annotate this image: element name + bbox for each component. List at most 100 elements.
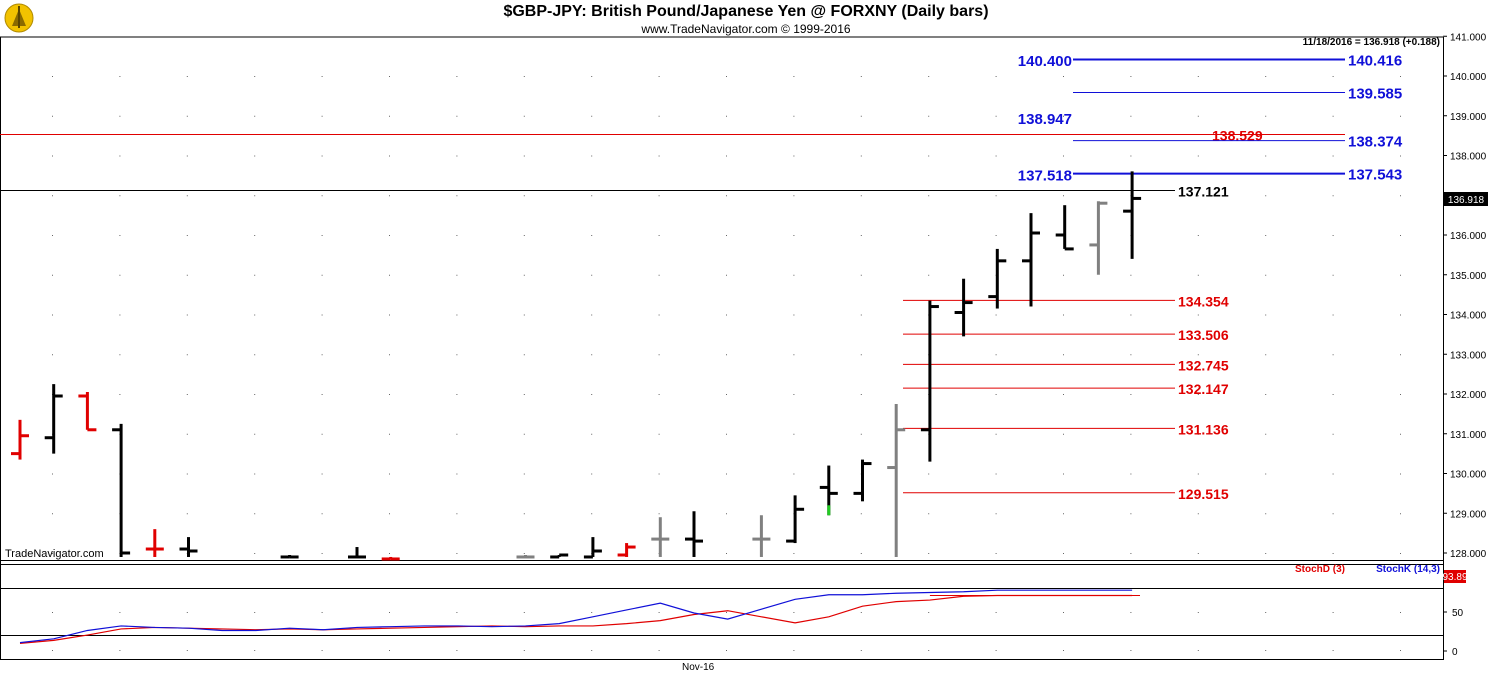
grid-dot [186, 650, 188, 651]
grid-dot [523, 115, 525, 117]
level-label: 132.147 [1178, 381, 1229, 397]
grid-dot [658, 354, 660, 356]
grid-dot [860, 553, 862, 554]
ohlc-bar [280, 554, 299, 559]
grid-dot [658, 195, 660, 197]
grid-dot [523, 394, 525, 395]
grid-dot [658, 612, 660, 613]
stoch-value-label: 93.89 [1442, 572, 1467, 583]
y-tick-label: 128.000 [1450, 549, 1487, 560]
grid-dot [793, 553, 795, 554]
ohlc-bar [651, 517, 670, 557]
grid-dot [456, 155, 458, 157]
grid-dot [1197, 76, 1199, 77]
stoch-value-box [1444, 570, 1466, 583]
level-label: 129.515 [1178, 486, 1229, 502]
grid-dot [186, 76, 188, 77]
grid-dot [52, 473, 53, 475]
grid-dot [456, 433, 458, 435]
grid-dot [591, 76, 593, 77]
grid-dot [1130, 612, 1132, 613]
grid-dot [1400, 115, 1401, 117]
grid-dot [1400, 553, 1401, 554]
grid-dot [1197, 612, 1199, 613]
chart-header: $GBP-JPY: British Pound/Japanese Yen @ F… [0, 0, 1492, 37]
grid-dot [1265, 650, 1267, 651]
grid-dot [119, 650, 121, 651]
grid-dot [456, 473, 458, 475]
grid-dot [1265, 433, 1267, 435]
grid-dot [995, 394, 997, 395]
grid-dot [119, 195, 121, 197]
grid-dot [658, 115, 660, 117]
level-label: 140.400 [1018, 53, 1072, 70]
grid-dot [52, 195, 53, 197]
grid-dot [995, 612, 997, 613]
ohlc-bar [550, 553, 569, 559]
grid-dot [523, 354, 525, 356]
grid-dot [860, 314, 862, 316]
grid-dot [254, 513, 256, 515]
grid-dot [1063, 394, 1064, 395]
grid-dot [254, 354, 256, 356]
grid-dot [456, 394, 458, 395]
grid-dot [119, 235, 121, 236]
grid-dot [52, 612, 53, 613]
grid-dot [928, 274, 930, 276]
grid-dot [1063, 433, 1064, 435]
level-label: 131.136 [1178, 421, 1229, 437]
grid-dot [995, 473, 997, 475]
level-label: 138.947 [1018, 111, 1072, 128]
grid-dot [52, 650, 53, 651]
grid-dot [658, 473, 660, 475]
grid-dot [995, 354, 997, 356]
grid-dot [1332, 473, 1334, 475]
grid-dot [860, 394, 862, 395]
grid-dot [793, 650, 795, 651]
grid-dot [1332, 235, 1334, 236]
grid-dot [254, 473, 256, 475]
grid-dot [254, 612, 256, 613]
grid-dot [1063, 354, 1064, 356]
ohlc-bar [1055, 205, 1074, 251]
grid-dot [119, 274, 121, 276]
grid-dot [591, 354, 593, 356]
grid-dot [321, 473, 323, 475]
grid-dot [186, 513, 188, 515]
grid-dot [726, 76, 727, 77]
grid-dot [1265, 354, 1267, 356]
grid-dot [1130, 473, 1132, 475]
grid-dot [591, 274, 593, 276]
grid-dot [389, 195, 390, 197]
grid-dot [321, 394, 323, 395]
grid-dot [1197, 473, 1199, 475]
grid-dot [456, 553, 458, 554]
ohlc-bar [145, 529, 164, 557]
grid-dot [1197, 394, 1199, 395]
grid-dot [52, 76, 53, 77]
grid-dot [591, 155, 593, 157]
grid-dot [1197, 274, 1199, 276]
grid-dot [1265, 612, 1267, 613]
level-label: 138.374 [1348, 134, 1403, 151]
grid-dot [793, 433, 795, 435]
y-tick-label: 139.000 [1450, 112, 1487, 123]
grid-dot [389, 650, 390, 651]
grid-dot [928, 513, 930, 515]
y-tick-label: 132.000 [1450, 390, 1487, 401]
grid-dot [1265, 76, 1267, 77]
grid-dot [186, 473, 188, 475]
grid-dot [860, 650, 862, 651]
grid-dot [119, 76, 121, 77]
grid-dot [523, 195, 525, 197]
grid-dot [1400, 354, 1401, 356]
grid-dot [52, 314, 53, 316]
y-tick-label: 129.000 [1450, 509, 1487, 520]
grid-dot [321, 612, 323, 613]
grid-dot [119, 354, 121, 356]
grid-dot [1130, 553, 1132, 554]
grid-dot [1265, 473, 1267, 475]
grid-dot [1400, 394, 1401, 395]
grid-dot [1130, 650, 1132, 651]
